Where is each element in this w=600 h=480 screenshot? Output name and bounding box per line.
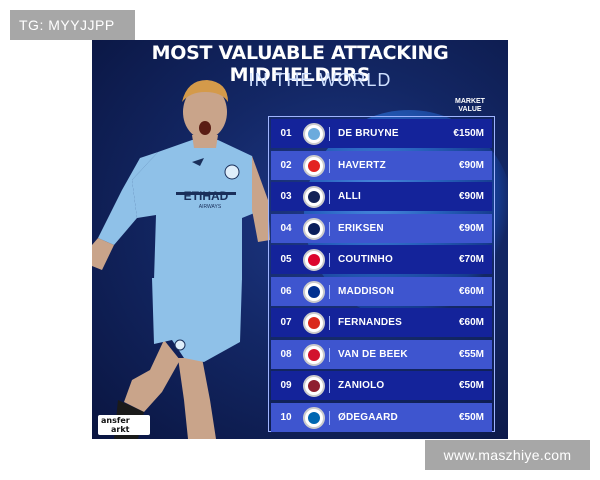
table-row: 01 DE BRUYNE €150M: [271, 119, 492, 148]
rank-number: 02: [280, 160, 292, 171]
market-value: €70M: [458, 254, 484, 265]
watermark-tag-bottom: www.maszhiye.com: [425, 440, 590, 470]
market-value-header: MARKET VALUE: [455, 98, 485, 113]
table-row: 07 FERNANDES €60M: [271, 308, 492, 337]
market-value: €55M: [458, 349, 484, 360]
player-name: DE BRUYNE: [338, 128, 399, 139]
club-crest-emblem: [308, 159, 320, 172]
club-crest-emblem: [308, 190, 320, 203]
market-value: €60M: [458, 286, 484, 297]
player-name: ZANIOLO: [338, 380, 385, 391]
player-name: ALLI: [338, 191, 362, 202]
row-divider: [329, 378, 330, 393]
club-crest-emblem: [308, 222, 320, 235]
row-divider: [329, 347, 330, 362]
table-row: 10 ØDEGAARD €50M: [271, 403, 492, 432]
club-crest-icon: [303, 406, 325, 429]
shirt-sponsor-subtext: AIRWAYS: [199, 204, 222, 210]
rank-number: 08: [280, 349, 292, 360]
rank-number: 09: [280, 380, 292, 391]
club-crest-icon: [303, 374, 325, 397]
player-name: ERIKSEN: [338, 223, 384, 234]
table-row: 03 ALLI €90M: [271, 182, 492, 211]
player-name: VAN DE BEEK: [338, 349, 408, 360]
rank-number: 10: [280, 412, 292, 423]
table-row: 06 MADDISON €60M: [271, 277, 492, 306]
player-figure: ETIHAD AIRWAYS: [92, 80, 270, 439]
club-crest-icon: [303, 122, 325, 145]
table-row: 08 VAN DE BEEK €55M: [271, 340, 492, 369]
table-row: 02 HAVERTZ €90M: [271, 151, 492, 180]
player-name: HAVERTZ: [338, 160, 386, 171]
shirt-sponsor-text: ETIHAD: [184, 189, 229, 203]
rank-number: 07: [280, 317, 292, 328]
club-crest-emblem: [308, 411, 320, 424]
market-value: €150M: [453, 128, 484, 139]
player-name: ØDEGAARD: [338, 412, 398, 423]
player-name: FERNANDES: [338, 317, 403, 328]
transfermarkt-logo: ansfer arkt: [98, 415, 150, 435]
table-row: 05 COUTINHO €70M: [271, 245, 492, 274]
club-crest-emblem: [308, 348, 320, 361]
rank-number: 01: [280, 128, 292, 139]
poster-image: ETIHAD AIRWAYS MOST VALUABLE ATTACKING M…: [92, 40, 508, 439]
rank-number: 04: [280, 223, 292, 234]
table-row: 09 ZANIOLO €50M: [271, 371, 492, 400]
row-divider: [329, 126, 330, 141]
market-value: €60M: [458, 317, 484, 328]
row-divider: [329, 221, 330, 236]
poster-title: MOST VALUABLE ATTACKING MIDFIELDERS: [151, 42, 449, 86]
market-value: €90M: [458, 191, 484, 202]
row-divider: [329, 410, 330, 425]
table-row: 04 ERIKSEN €90M: [271, 214, 492, 243]
logo-text-bottom: arkt: [111, 425, 130, 434]
club-crest-emblem: [308, 379, 320, 392]
row-divider: [329, 252, 330, 267]
club-crest-icon: [303, 185, 325, 208]
club-crest-icon: [303, 217, 325, 240]
club-crest-emblem: [308, 127, 320, 140]
club-crest-emblem: [308, 253, 320, 266]
club-crest-icon: [303, 311, 325, 334]
club-crest-icon: [303, 154, 325, 177]
watermark-tag-top: TG: MYYJJPP: [10, 10, 135, 40]
row-divider: [329, 189, 330, 204]
row-divider: [329, 284, 330, 299]
rank-number: 06: [280, 286, 292, 297]
club-crest-icon: [303, 343, 325, 366]
player-name: COUTINHO: [338, 254, 393, 265]
market-value: €50M: [458, 380, 484, 391]
logo-text-top: ansfer: [101, 416, 130, 425]
player-name: MADDISON: [338, 286, 395, 297]
ranking-table: 01 DE BRUYNE €150M 02 HAVERTZ €90M 03 ALLI €90M 0…: [268, 116, 495, 432]
market-value: €90M: [458, 160, 484, 171]
market-value: €50M: [458, 412, 484, 423]
rank-number: 05: [280, 254, 292, 265]
poster-subtitle: IN THE WORLD: [248, 70, 392, 90]
row-divider: [329, 158, 330, 173]
club-crest-icon: [303, 280, 325, 303]
club-crest-icon: [303, 248, 325, 271]
club-crest-emblem: [308, 285, 320, 298]
rank-number: 03: [280, 191, 292, 202]
row-divider: [329, 315, 330, 330]
club-crest-emblem: [308, 316, 320, 329]
market-value: €90M: [458, 223, 484, 234]
